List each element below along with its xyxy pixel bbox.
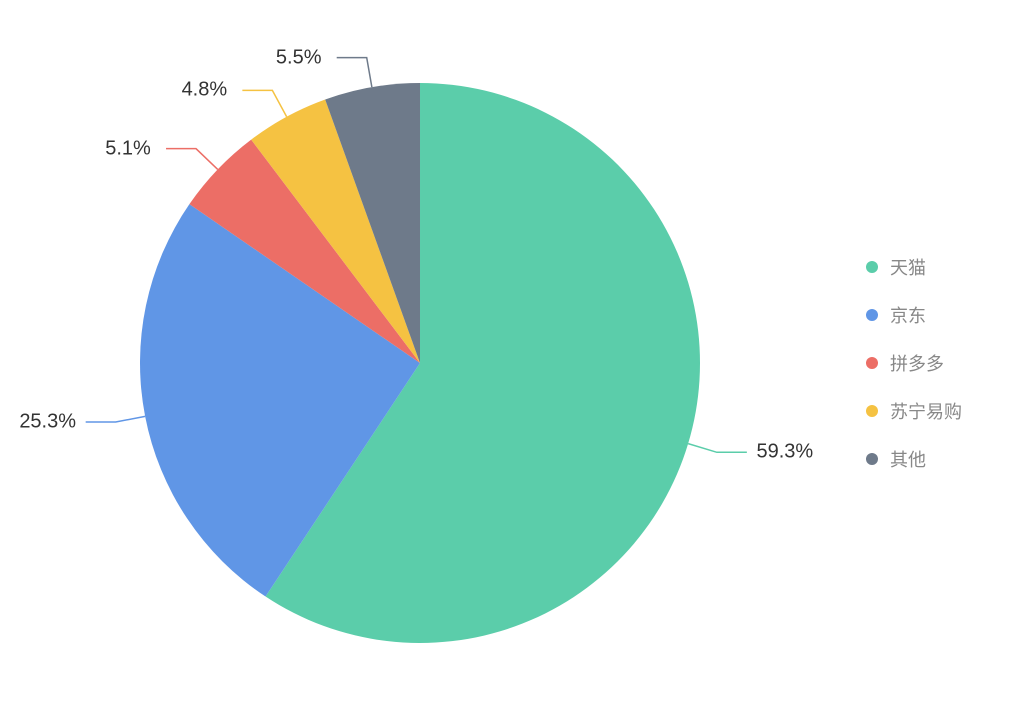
legend-label: 京东: [890, 302, 926, 328]
legend-swatch: [866, 453, 878, 465]
legend-label: 天猫: [890, 254, 926, 280]
legend-item[interactable]: 京东: [866, 302, 962, 328]
legend-label: 苏宁易购: [890, 398, 962, 424]
slice-label: 5.1%: [105, 137, 151, 160]
leader-line: [688, 444, 747, 453]
legend-item[interactable]: 拼多多: [866, 350, 962, 376]
legend-swatch: [866, 261, 878, 273]
slice-label: 5.5%: [276, 46, 322, 69]
leader-line: [86, 416, 145, 422]
legend: 天猫京东拼多多苏宁易购其他: [866, 254, 962, 472]
slice-label: 4.8%: [182, 79, 228, 102]
legend-swatch: [866, 405, 878, 417]
legend-label: 其他: [890, 446, 926, 472]
legend-item[interactable]: 天猫: [866, 254, 962, 280]
leader-line: [242, 90, 286, 116]
slice-label: 25.3%: [19, 411, 76, 434]
slice-label: 59.3%: [757, 441, 814, 464]
legend-label: 拼多多: [890, 350, 944, 376]
legend-swatch: [866, 309, 878, 321]
leader-line: [166, 149, 218, 170]
pie-chart: 天猫京东拼多多苏宁易购其他 59.3% 25.3% 5.1% 4.8% 5.5%: [0, 0, 1022, 726]
legend-item[interactable]: 苏宁易购: [866, 398, 962, 424]
legend-item[interactable]: 其他: [866, 446, 962, 472]
legend-swatch: [866, 357, 878, 369]
leader-line: [337, 58, 372, 88]
